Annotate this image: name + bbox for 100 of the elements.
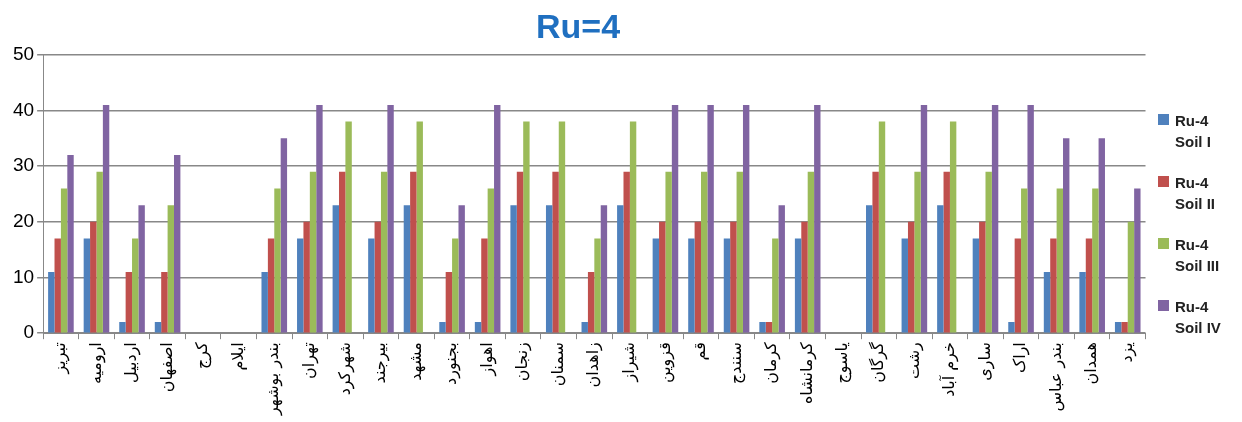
- bar: [374, 221, 381, 333]
- bar: [1085, 238, 1093, 333]
- bar: [671, 104, 679, 333]
- bar: [907, 221, 915, 333]
- x-tick-label: رشت: [903, 342, 924, 380]
- x-tick-label: قزوین: [654, 342, 675, 384]
- bar: [380, 171, 388, 333]
- bar: [316, 104, 323, 333]
- bar: [972, 238, 980, 333]
- bar: [274, 188, 281, 333]
- bar: [742, 104, 750, 333]
- bar: [523, 121, 530, 333]
- y-tick-label: 10: [12, 265, 35, 287]
- x-tick-label: اردبیل: [121, 342, 142, 383]
- bar: [368, 238, 375, 333]
- bar: [280, 138, 288, 333]
- x-tick-label: بیرجند: [370, 342, 391, 384]
- bar: [943, 171, 950, 333]
- bar: [345, 121, 352, 333]
- y-tick-label: 30: [12, 154, 35, 176]
- bar: [759, 322, 766, 333]
- bar: [167, 205, 174, 333]
- x-tick-label: شهرکرد: [334, 342, 355, 396]
- bar: [297, 238, 304, 333]
- bar: [794, 238, 802, 333]
- bar: [174, 155, 181, 333]
- bar: [736, 171, 743, 333]
- bar: [778, 205, 785, 333]
- x-tick-label: قم: [690, 342, 710, 361]
- bar: [458, 205, 465, 333]
- bar: [665, 171, 672, 333]
- bar: [623, 171, 630, 333]
- x-tick-label: بندر بوشهر: [263, 342, 284, 417]
- bar: [332, 205, 339, 333]
- bar: [552, 171, 559, 333]
- bar: [920, 104, 928, 333]
- bar: [688, 238, 695, 333]
- bar: [510, 205, 517, 333]
- bar: [161, 271, 168, 333]
- chart-title: Ru=4: [535, 6, 621, 45]
- bar: [516, 171, 524, 333]
- bar: [309, 171, 317, 333]
- x-tick-label: زنجان: [512, 342, 533, 382]
- bar: [261, 271, 268, 333]
- legend-label: Ru-4 Soil II: [1175, 173, 1216, 214]
- bar: [707, 104, 714, 333]
- x-tick-label: خرم آباد: [939, 342, 960, 397]
- bar: [452, 238, 459, 333]
- bar: [54, 238, 61, 333]
- bar: [1014, 238, 1022, 333]
- bar: [652, 238, 660, 333]
- bar: [90, 221, 97, 333]
- x-tick-label: ارومیه: [85, 342, 106, 385]
- bar: [587, 271, 595, 333]
- y-tick-label: 40: [12, 98, 35, 120]
- x-tick-label: بجنورد: [441, 342, 462, 385]
- bar: [914, 171, 921, 333]
- x-tick-label: مشهد: [405, 342, 426, 381]
- bar: [801, 221, 808, 333]
- x-tick-label: ایلام: [227, 342, 247, 371]
- bar: [814, 104, 821, 333]
- bar: [772, 238, 779, 333]
- x-tick-label: اراک: [1010, 342, 1031, 374]
- bar: [545, 205, 553, 333]
- bar: [138, 205, 145, 333]
- bar: [494, 104, 501, 333]
- bar: [387, 104, 394, 333]
- x-tick-label: تبریز: [50, 342, 71, 375]
- bar: [600, 205, 608, 333]
- legend-label: Ru-4 Soil III: [1175, 235, 1221, 276]
- x-tick-label: سمنان: [547, 342, 567, 387]
- bar: [132, 238, 139, 333]
- x-tick-label: اهواز: [476, 342, 497, 377]
- bar: [629, 121, 637, 333]
- legend-label: Ru-4 Soil I: [1175, 111, 1212, 152]
- x-tick-label: یزد: [1116, 342, 1137, 363]
- bar: [872, 171, 879, 333]
- bar: [558, 121, 566, 333]
- bar: [303, 221, 310, 333]
- x-tick-label: بندر عباس: [1045, 342, 1066, 412]
- bar: [125, 271, 133, 333]
- bar: [730, 221, 737, 333]
- bar: [1092, 188, 1099, 333]
- x-tick-label: ساری: [974, 342, 995, 381]
- bar: [694, 221, 702, 333]
- bar: [594, 238, 601, 333]
- x-tick-label: کرمان: [761, 341, 782, 384]
- bar: [410, 171, 417, 333]
- bar: [60, 188, 68, 333]
- x-tick-label: اصفهان: [156, 342, 177, 393]
- bar: [119, 322, 126, 333]
- bar: [481, 238, 488, 333]
- bar: [339, 171, 346, 333]
- bar: [1056, 188, 1064, 333]
- x-tick-label: کرمانشاه: [796, 341, 817, 405]
- bar: [1027, 104, 1034, 333]
- bar: [937, 205, 944, 333]
- bar: [67, 155, 74, 333]
- bar: [154, 322, 162, 333]
- bar: [102, 104, 110, 333]
